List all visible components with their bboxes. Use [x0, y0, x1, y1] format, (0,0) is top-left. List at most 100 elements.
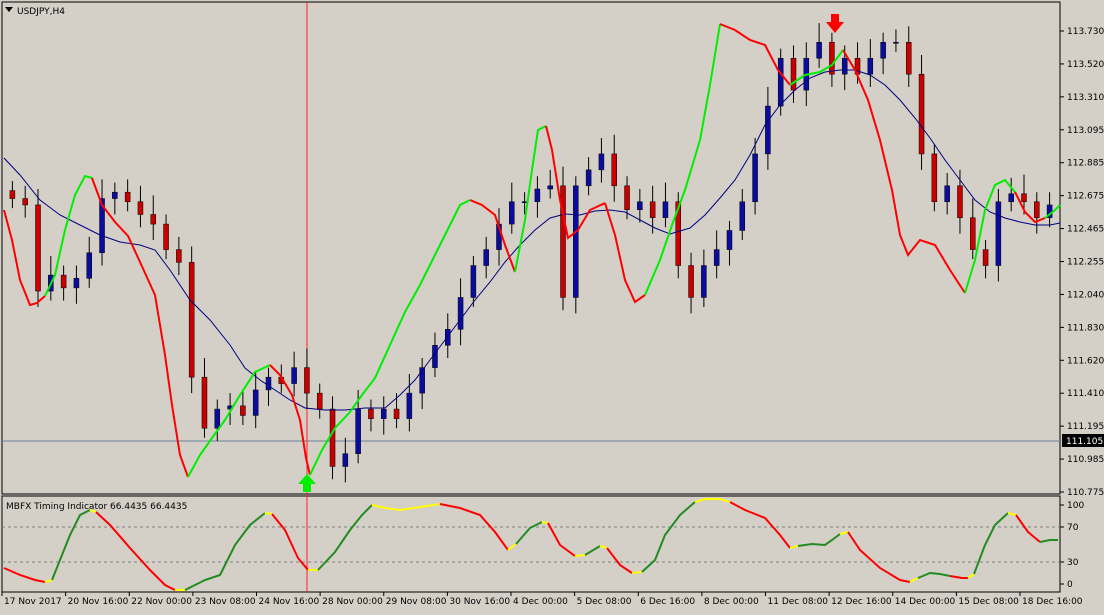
candle-body: [675, 201, 682, 266]
candle-body: [124, 191, 131, 203]
price-label: 112.675: [1067, 192, 1104, 202]
candle-body: [99, 198, 105, 254]
time-label: 18 Dec 16:00: [1022, 597, 1083, 607]
candle-body: [163, 223, 169, 250]
signal-up-segment: [187, 364, 271, 478]
signal-down-segment: [842, 49, 966, 294]
candle-body: [419, 367, 425, 394]
candle-body: [521, 201, 528, 204]
osc-up-segment: [797, 533, 841, 547]
dropdown-triangle-icon[interactable]: [5, 7, 13, 12]
candle-body: [406, 392, 413, 419]
price-label: 112.255: [1067, 258, 1104, 268]
osc-flat-segment: [89, 509, 97, 513]
signal-down-segment: [3, 209, 46, 307]
osc-flat-segment: [1007, 512, 1017, 516]
osc-up-segment: [917, 571, 951, 579]
candle-body: [918, 73, 925, 155]
indicator-title: MBFX Timing Indicator 66.4435 66.4435: [6, 502, 187, 512]
candle-body: [22, 198, 28, 206]
time-label: 20 Nov 16:00: [68, 597, 129, 607]
price-pane-frame: [1, 1, 1061, 495]
candle-body: [240, 405, 246, 416]
candle-body: [35, 204, 41, 292]
osc-down-segment: [949, 575, 968, 579]
candle-body: [483, 249, 489, 266]
time-label: 6 Dec 16:00: [640, 597, 695, 607]
price-label: 113.520: [1067, 60, 1104, 70]
candle-body: [585, 169, 592, 187]
osc-down-segment: [271, 513, 309, 571]
candle-body: [688, 265, 694, 298]
level-label: 100: [1067, 501, 1084, 511]
signal-lines: [3, 23, 1061, 478]
osc-flat-segment: [264, 512, 273, 515]
signal-down-segment: [719, 23, 791, 86]
candle-body: [534, 188, 541, 203]
price-axis: 113.730 113.520 113.310 113.095 112.885 112.6…: [1060, 27, 1104, 498]
candle-body: [509, 201, 515, 225]
osc-flat-segment: [574, 554, 586, 557]
signal-down-segment: [604, 202, 646, 304]
price-label: 111.830: [1067, 323, 1104, 333]
candle-body: [905, 42, 912, 75]
time-label: 14 Dec 00:00: [895, 597, 956, 607]
osc-up-segment: [1039, 539, 1058, 543]
candle-body: [893, 42, 899, 44]
candle-body: [368, 408, 374, 419]
candle-body: [329, 408, 336, 467]
time-label: 12 Dec 16:00: [831, 597, 892, 607]
osc-down-segment: [439, 503, 509, 551]
signal-up-segment: [644, 23, 721, 296]
candle-body: [176, 249, 182, 263]
candle-body: [765, 105, 771, 155]
osc-up-segment: [515, 521, 543, 545]
candle-body: [547, 185, 553, 190]
osc-up-segment: [584, 545, 601, 556]
candle-body: [816, 42, 822, 59]
candle-body: [265, 376, 272, 391]
candle-body: [1021, 193, 1027, 203]
time-label: 4 Dec 00:00: [513, 597, 568, 607]
candle-body: [777, 57, 784, 107]
candle-body: [931, 153, 938, 203]
mbfx-oscillator: [3, 498, 1058, 591]
signal-up-segment: [309, 199, 471, 476]
candle-body: [137, 201, 144, 215]
level-label: 70: [1067, 523, 1079, 533]
price-label: 113.310: [1067, 93, 1104, 103]
candle-body: [637, 201, 643, 210]
candle-body: [713, 249, 720, 266]
osc-up-segment: [641, 501, 696, 573]
price-label: 112.465: [1067, 225, 1104, 235]
signal-down-segment: [469, 199, 516, 273]
time-label: 15 Dec 08:00: [958, 597, 1019, 607]
candle-body: [445, 329, 451, 346]
candle-body: [982, 249, 989, 266]
candle-body: [867, 57, 874, 75]
time-label: 24 Nov 16:00: [259, 597, 320, 607]
osc-down-segment: [847, 531, 911, 583]
osc-flat-segment: [599, 545, 608, 549]
osc-down-segment: [729, 501, 791, 549]
candle-body: [790, 57, 797, 91]
candles-group: [9, 23, 1053, 483]
osc-flat-segment: [541, 521, 549, 524]
candle-body: [995, 201, 1002, 266]
time-label: 28 Nov 00:00: [322, 597, 383, 607]
candle-body: [1008, 193, 1014, 203]
candle-body: [60, 274, 67, 289]
candle-body: [457, 297, 464, 330]
candle-body: [393, 408, 400, 419]
signal-down-segment: [545, 125, 606, 240]
level-label: 0: [1067, 580, 1073, 590]
candle-body: [304, 367, 310, 394]
price-label: 113.730: [1067, 27, 1104, 37]
signal-down-segment: [269, 364, 311, 476]
price-label: 112.040: [1067, 290, 1104, 300]
price-label: 110.985: [1067, 455, 1104, 465]
osc-down-segment: [1015, 514, 1041, 543]
signal-up-segment: [1044, 204, 1061, 219]
